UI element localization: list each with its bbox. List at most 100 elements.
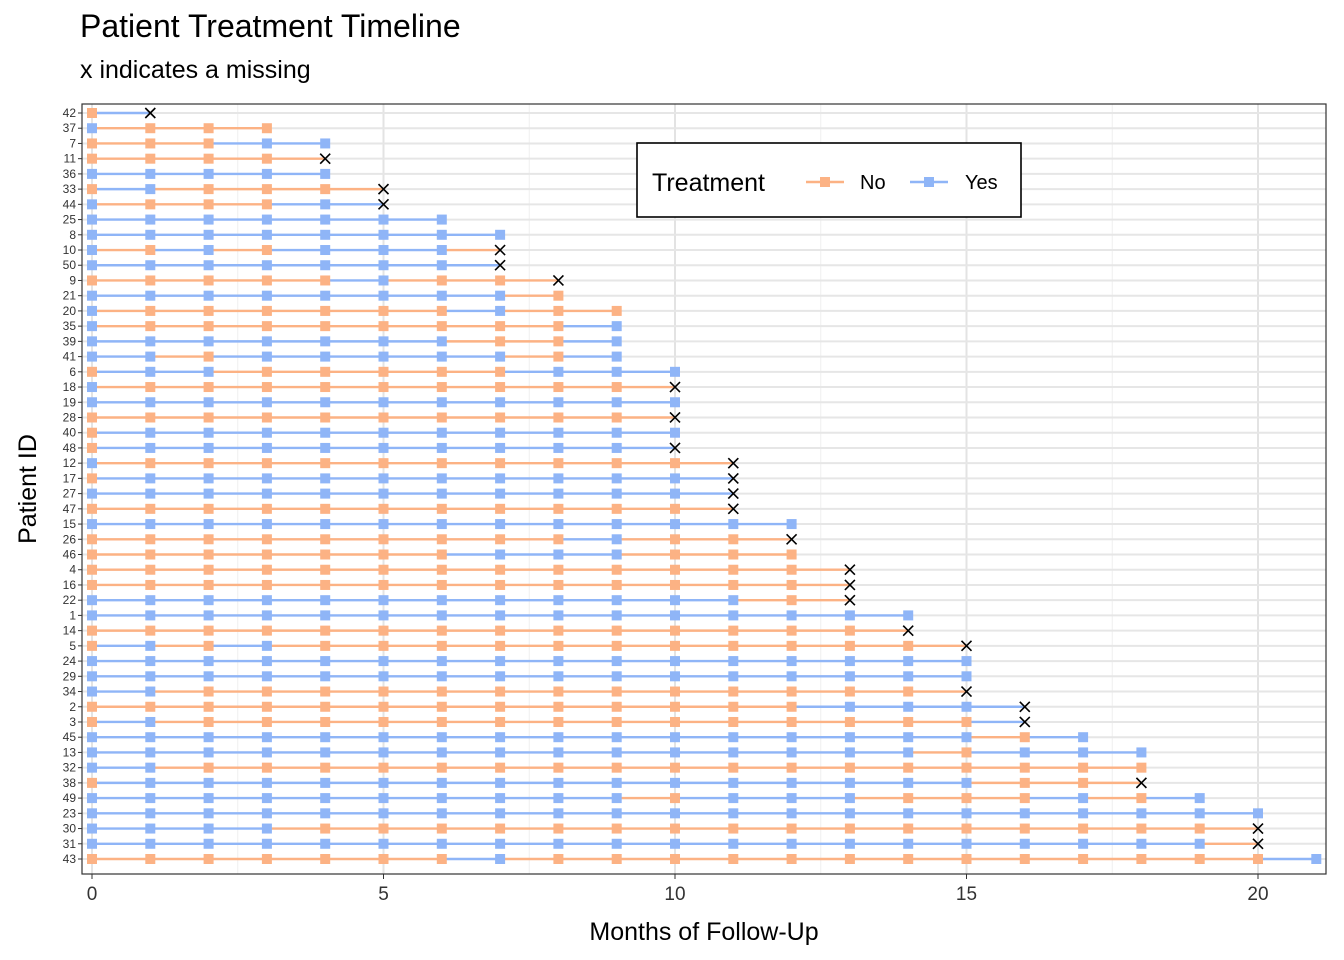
visit-point — [203, 503, 214, 514]
visit-point — [320, 671, 331, 682]
visit-point — [495, 762, 506, 773]
visit-point — [495, 519, 506, 530]
missing-marker-stroke — [319, 153, 331, 165]
visit-point — [320, 275, 331, 286]
visit-point — [844, 701, 855, 712]
visit-point — [87, 290, 97, 301]
visit-point — [378, 321, 389, 332]
visit-point — [203, 625, 214, 636]
visit-point — [320, 214, 331, 225]
visit-point — [203, 854, 214, 864]
visit-point — [495, 427, 506, 438]
visit-point — [495, 656, 506, 667]
visit-point — [611, 747, 622, 758]
visit-point — [1019, 762, 1030, 773]
visit-point — [553, 732, 564, 743]
visit-point — [670, 808, 680, 819]
visit-point — [1078, 777, 1089, 788]
visit-point — [436, 260, 447, 271]
visit-point — [844, 747, 855, 758]
visit-point — [203, 838, 214, 849]
visit-point — [378, 579, 389, 590]
visit-point — [611, 458, 622, 469]
visit-point — [378, 290, 389, 301]
visit-point — [611, 762, 622, 773]
visit-point — [436, 351, 447, 362]
visit-point — [786, 777, 797, 788]
visit-point — [495, 366, 506, 377]
visit-point — [203, 382, 214, 393]
visit-point — [495, 625, 506, 636]
missing-marker — [786, 533, 798, 545]
visit-point — [145, 519, 156, 530]
visit-point — [670, 777, 680, 788]
visit-point — [145, 138, 156, 149]
visit-point — [320, 473, 331, 484]
visit-point — [145, 412, 156, 423]
visit-point — [1136, 762, 1147, 773]
y-tick-label: 42 — [63, 106, 77, 120]
visit-point — [961, 823, 972, 834]
visit-point — [261, 595, 272, 606]
visit-point — [378, 823, 389, 834]
visit-point — [320, 610, 331, 621]
visit-point — [495, 412, 506, 423]
visit-point — [611, 595, 622, 606]
patient-row — [87, 610, 914, 621]
visit-point — [145, 275, 156, 286]
visit-point — [844, 671, 855, 682]
visit-point — [320, 351, 331, 362]
visit-point — [436, 671, 447, 682]
visit-point — [87, 823, 97, 834]
visit-point — [786, 808, 797, 819]
visit-point — [786, 610, 797, 621]
visit-point — [728, 838, 739, 849]
y-tick-label: 7 — [69, 136, 76, 150]
visit-point — [436, 534, 447, 545]
visit-point — [87, 153, 97, 164]
visit-point — [87, 336, 97, 347]
visit-point — [203, 245, 214, 256]
visit-point — [320, 823, 331, 834]
visit-point — [670, 854, 680, 864]
visit-point — [87, 123, 97, 134]
visit-point — [203, 397, 214, 408]
visit-point — [786, 656, 797, 667]
visit-point — [436, 519, 447, 530]
visit-point — [320, 854, 331, 864]
visit-point — [87, 534, 97, 545]
visit-point — [203, 123, 214, 134]
patient-row — [87, 336, 622, 347]
patient-row — [87, 183, 390, 195]
patient-row — [87, 838, 1264, 850]
y-tick-label: 5 — [69, 639, 76, 653]
visit-point — [1136, 747, 1147, 758]
visit-point — [261, 138, 272, 149]
visit-point — [436, 701, 447, 712]
patient-row — [87, 503, 739, 515]
visit-point — [1019, 854, 1030, 864]
missing-marker-stroke — [727, 488, 739, 500]
missing-marker-stroke — [1252, 822, 1264, 835]
visit-point — [670, 686, 680, 697]
visit-point — [320, 245, 331, 256]
visit-point — [495, 732, 506, 743]
visit-point — [495, 275, 506, 286]
missing-marker — [319, 153, 331, 165]
visit-point — [87, 716, 97, 727]
visit-point — [553, 351, 564, 362]
visit-point — [261, 199, 272, 210]
y-tick-label: 24 — [63, 654, 77, 668]
visit-point — [378, 503, 389, 514]
visit-point — [786, 762, 797, 773]
visit-point — [261, 123, 272, 134]
patient-row — [87, 351, 622, 362]
x-tick-label: 20 — [1247, 884, 1268, 905]
visit-point — [1019, 793, 1030, 804]
visit-point — [495, 610, 506, 621]
visit-point — [611, 397, 622, 408]
visit-point — [844, 716, 855, 727]
visit-point — [87, 412, 97, 423]
visit-point — [145, 686, 156, 697]
visit-point — [495, 793, 506, 804]
